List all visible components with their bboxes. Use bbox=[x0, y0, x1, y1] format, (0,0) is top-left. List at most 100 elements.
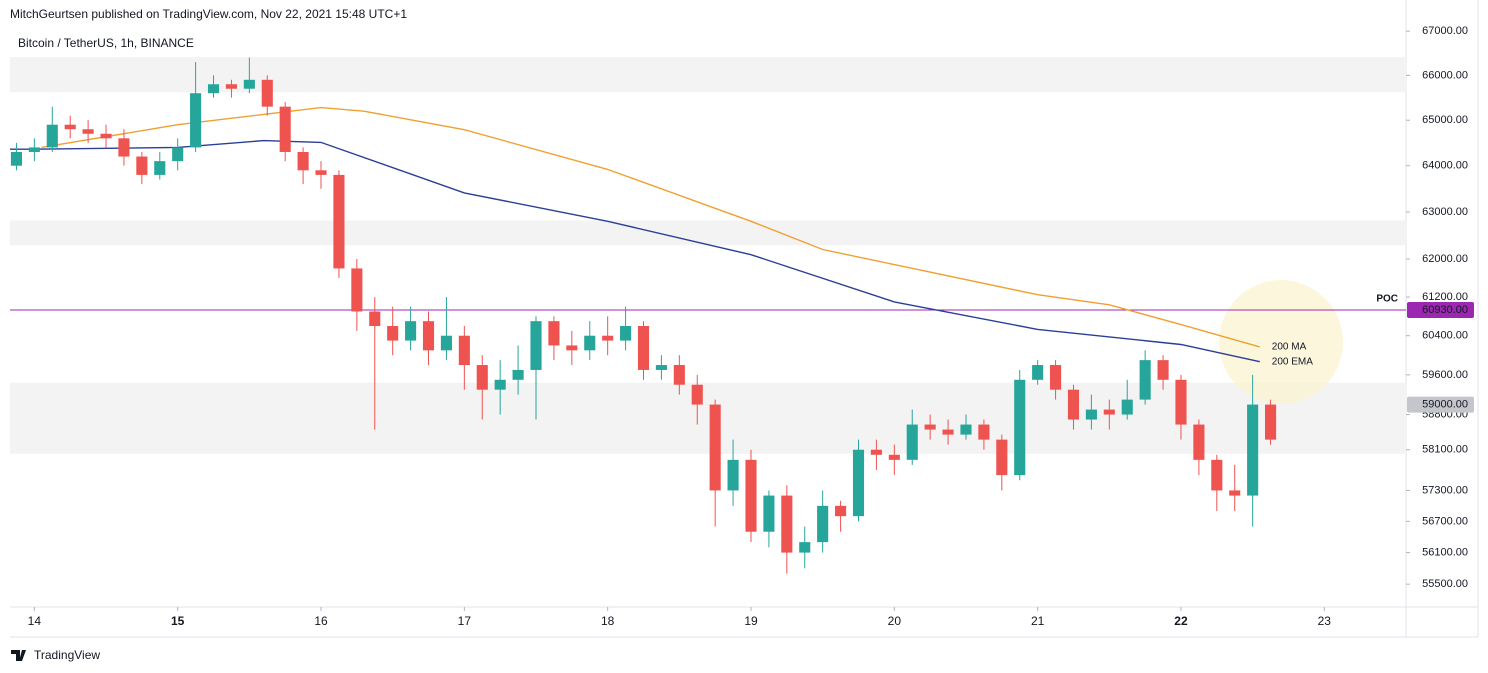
x-tick-label: 14 bbox=[28, 614, 42, 628]
candle-body bbox=[458, 335, 470, 366]
line-label: 200 EMA bbox=[1272, 356, 1313, 367]
candle-body bbox=[655, 365, 667, 370]
candle-body bbox=[1067, 389, 1080, 420]
candle-body bbox=[1121, 399, 1133, 415]
candle-body bbox=[1247, 404, 1259, 496]
candle-body bbox=[136, 156, 148, 175]
candle-body bbox=[1085, 409, 1097, 420]
y-tick-label: 57300.00 bbox=[1422, 484, 1468, 496]
y-tick-label: 56700.00 bbox=[1422, 515, 1468, 527]
y-tick-label: 58100.00 bbox=[1422, 444, 1468, 456]
footer-brand: TradingView bbox=[34, 648, 100, 662]
candle-body bbox=[727, 459, 739, 491]
x-tick-label: 20 bbox=[888, 614, 902, 628]
candle-body bbox=[64, 124, 76, 130]
candle-body bbox=[315, 170, 327, 175]
candle-body bbox=[172, 147, 184, 162]
highlight bbox=[1219, 280, 1343, 404]
footer-logo bbox=[11, 650, 26, 661]
candle-body bbox=[28, 147, 40, 152]
x-tick-label: 23 bbox=[1318, 614, 1332, 628]
y-tick-label: 60400.00 bbox=[1422, 330, 1468, 342]
candle-body bbox=[530, 321, 542, 370]
candle-body bbox=[781, 495, 793, 553]
price-zone bbox=[10, 220, 1406, 246]
candle-body bbox=[476, 365, 488, 390]
price-badge-label: 59000.00 bbox=[1422, 398, 1468, 410]
candle-body bbox=[870, 449, 882, 455]
x-tick-label: 22 bbox=[1174, 614, 1188, 628]
candle-body bbox=[1050, 365, 1062, 390]
poc-badge bbox=[1407, 302, 1474, 319]
x-tick-label: 18 bbox=[601, 614, 615, 628]
candle-body bbox=[888, 454, 900, 460]
publisher-header: MitchGeurtsen published on TradingView.c… bbox=[10, 7, 407, 21]
candle-body bbox=[1265, 404, 1277, 440]
candle-body bbox=[673, 365, 685, 385]
candle-body bbox=[584, 335, 596, 351]
moving-average-line bbox=[41, 106, 1260, 348]
y-tick-label: 65000.00 bbox=[1422, 114, 1468, 126]
candle-body bbox=[351, 268, 363, 312]
candle-body bbox=[279, 106, 291, 152]
candle-body bbox=[637, 326, 650, 370]
poc-label: POC bbox=[1376, 294, 1398, 305]
y-tick-label: 55500.00 bbox=[1422, 578, 1468, 590]
candle-body bbox=[422, 321, 435, 351]
y-tick-label: 62000.00 bbox=[1422, 253, 1468, 265]
candle-body bbox=[1211, 459, 1223, 491]
candle-body bbox=[745, 459, 757, 532]
candle-body bbox=[996, 439, 1008, 476]
line-label: 200 MA bbox=[1272, 342, 1307, 353]
candle-body bbox=[835, 505, 847, 517]
candle-body bbox=[1175, 379, 1187, 425]
candle-body bbox=[924, 424, 936, 430]
candle-body bbox=[852, 449, 865, 517]
candle-body bbox=[369, 311, 381, 327]
candle-body bbox=[817, 505, 829, 543]
candle-body bbox=[225, 84, 237, 89]
candle-body bbox=[942, 429, 954, 435]
candle-body bbox=[494, 379, 506, 390]
candle-body bbox=[297, 151, 309, 171]
candle-body bbox=[261, 79, 273, 107]
candle-body bbox=[799, 542, 811, 553]
candle-body bbox=[763, 495, 775, 532]
candle-body bbox=[100, 133, 112, 139]
candle-body bbox=[243, 79, 255, 89]
y-tick-label: 64000.00 bbox=[1422, 160, 1468, 172]
candle-body bbox=[620, 326, 632, 341]
candle-body bbox=[10, 151, 23, 166]
candle-body bbox=[709, 404, 721, 491]
symbol-title: Bitcoin / TetherUS, 1h, BINANCE bbox=[18, 36, 194, 50]
candle-body bbox=[82, 129, 94, 134]
x-tick-label: 15 bbox=[171, 614, 185, 628]
candle-body bbox=[154, 161, 166, 175]
y-tick-label: 59600.00 bbox=[1422, 369, 1468, 381]
candle-body bbox=[207, 84, 220, 94]
x-tick-label: 19 bbox=[744, 614, 758, 628]
logo-dot bbox=[21, 650, 26, 654]
candle-body bbox=[602, 335, 614, 341]
candle-body bbox=[333, 174, 345, 269]
candle-body bbox=[1014, 379, 1026, 476]
price-zone bbox=[10, 57, 1406, 93]
price-zone bbox=[10, 382, 1406, 454]
candle-body bbox=[190, 93, 202, 148]
candle-body bbox=[1193, 424, 1205, 460]
moving-average-line bbox=[10, 139, 1260, 363]
candle-body bbox=[512, 369, 524, 380]
candle-body bbox=[1229, 490, 1241, 496]
candle-body bbox=[548, 321, 560, 346]
candle-body bbox=[440, 335, 452, 351]
candle-body bbox=[46, 124, 58, 148]
y-tick-label: 56100.00 bbox=[1422, 546, 1468, 558]
price-badge bbox=[1407, 396, 1474, 413]
candle-body bbox=[1139, 360, 1151, 400]
candle-body bbox=[691, 384, 703, 405]
poc-badge-label: 60930.00 bbox=[1422, 304, 1468, 316]
candle-body bbox=[387, 326, 399, 341]
y-tick-label: 67000.00 bbox=[1422, 25, 1468, 37]
